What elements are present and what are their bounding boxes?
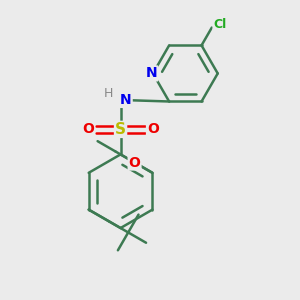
Text: O: O	[147, 122, 159, 136]
Text: N: N	[120, 93, 132, 107]
Text: O: O	[82, 122, 94, 136]
Text: O: O	[129, 155, 140, 170]
Text: N: N	[146, 66, 157, 80]
Text: S: S	[115, 122, 126, 137]
Text: H: H	[103, 87, 113, 100]
Text: Cl: Cl	[214, 18, 227, 31]
